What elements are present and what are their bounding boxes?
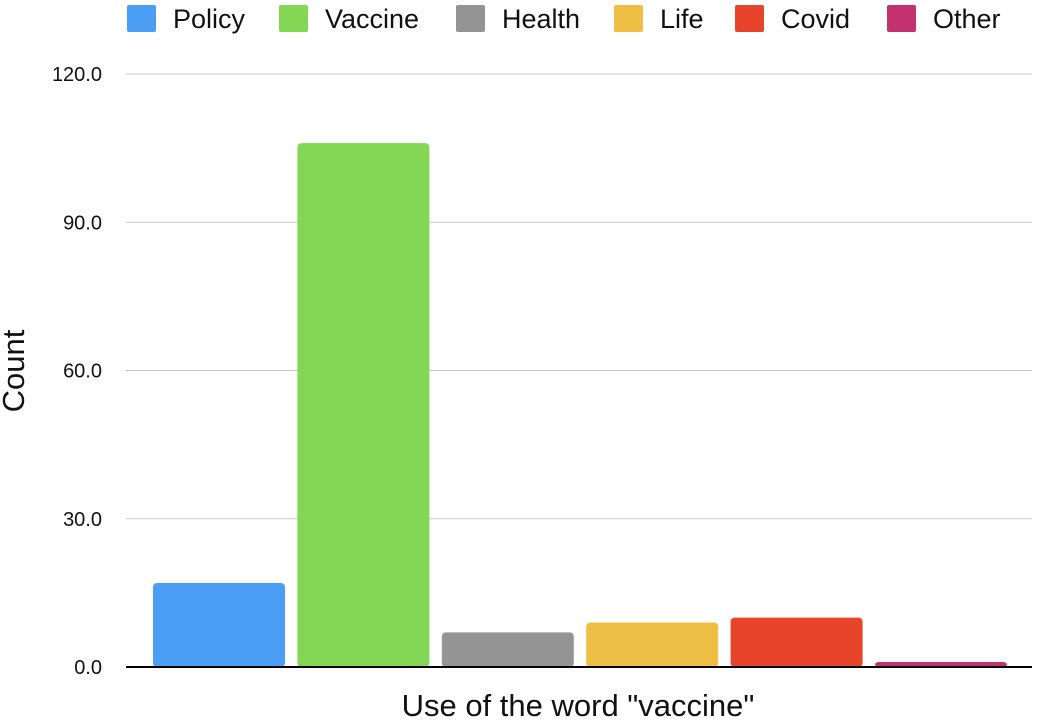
bars xyxy=(153,143,1007,667)
y-tick-label: 0.0 xyxy=(74,657,102,679)
legend-item-policy: Policy xyxy=(127,4,246,34)
x-axis-title: Use of the word "vaccine" xyxy=(402,688,755,723)
legend-swatch xyxy=(735,5,764,32)
legend-label: Covid xyxy=(781,4,850,34)
legend-swatch xyxy=(887,5,916,32)
bar-life xyxy=(586,622,719,667)
bar-covid xyxy=(730,617,863,667)
legend-item-other: Other xyxy=(887,4,1001,34)
y-tick-label: 90.0 xyxy=(63,212,102,234)
legend-item-health: Health xyxy=(456,4,580,34)
legend-label: Other xyxy=(933,4,1001,34)
legend-label: Life xyxy=(660,4,704,34)
legend-label: Health xyxy=(502,4,580,34)
bar-vaccine xyxy=(297,143,430,667)
legend-label: Policy xyxy=(173,4,246,34)
y-tick-label: 120.0 xyxy=(52,64,102,86)
legend-item-life: Life xyxy=(614,4,704,34)
legend-swatch xyxy=(279,5,308,32)
legend: Policy Vaccine Health Life Covid Other xyxy=(127,4,1001,34)
y-axis-ticks: 0.0 30.0 60.0 90.0 120.0 xyxy=(52,64,102,679)
y-tick-label: 60.0 xyxy=(63,361,102,383)
gridlines xyxy=(126,73,1032,520)
y-tick-label: 30.0 xyxy=(63,509,102,531)
legend-swatch xyxy=(127,5,156,32)
bar-health xyxy=(441,632,574,667)
legend-swatch xyxy=(456,5,485,32)
legend-swatch xyxy=(614,5,643,32)
y-axis-title: Count xyxy=(0,329,31,412)
legend-item-covid: Covid xyxy=(735,4,850,34)
legend-item-vaccine: Vaccine xyxy=(279,4,419,34)
bar-policy xyxy=(153,582,285,667)
legend-label: Vaccine xyxy=(325,4,419,34)
bar-other xyxy=(875,662,1007,667)
